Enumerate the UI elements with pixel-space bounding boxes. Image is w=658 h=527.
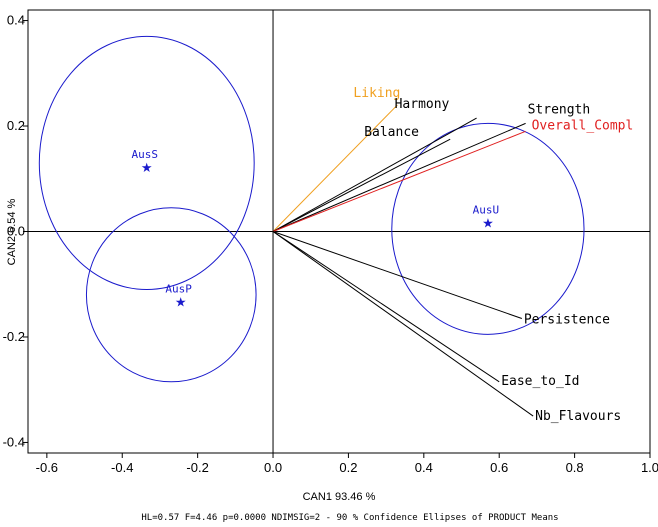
x-tick-label: -0.6	[36, 460, 58, 475]
x-tick-label: 0.4	[415, 460, 433, 475]
point-label-auss: AusS	[131, 148, 158, 161]
y-axis-ticks: -0.4 -0.2 0.0 0.2 0.4	[3, 13, 28, 449]
y-axis-label: CAN2 6.54 %	[6, 198, 18, 265]
product-points: ★AusS★AusP★AusU	[131, 148, 499, 310]
x-tick-label: 1.0	[641, 460, 658, 475]
y-tick-label: 0.2	[7, 118, 25, 133]
vector-label-balance: Balance	[364, 125, 419, 140]
vector-liking	[272, 104, 398, 232]
ellipse-ausp	[85, 207, 257, 383]
x-tick-label: -0.2	[186, 460, 208, 475]
x-tick-label: 0.2	[339, 460, 357, 475]
ellipse-auss	[38, 35, 255, 291]
vector-label-strength: Strength	[528, 102, 591, 117]
confidence-ellipses	[38, 35, 585, 383]
vector-label-harmony: Harmony	[395, 97, 450, 112]
point-label-ausp: AusP	[165, 283, 192, 296]
point-ausu-star-icon: ★	[482, 217, 494, 232]
vector-nb-flavours	[272, 231, 534, 417]
x-tick-label: 0.6	[490, 460, 508, 475]
vector-overall-compl	[272, 130, 526, 232]
y-tick-label: -0.2	[3, 329, 25, 344]
y-tick-label: 0.4	[7, 13, 25, 28]
vector-label-liking: Liking	[353, 86, 400, 101]
vector-persistence	[272, 231, 522, 319]
vector-label-nb-flavours: Nb_Flavours	[535, 409, 621, 424]
x-axis-label: CAN1 93.46 %	[303, 491, 376, 503]
vector-ease-to-id	[272, 231, 500, 383]
y-tick-label: -0.4	[3, 434, 25, 449]
y-tick-label: 0.0	[7, 224, 25, 239]
point-label-ausu: AusU	[473, 204, 500, 217]
ellipse-ausu	[391, 122, 585, 335]
vector-label-overall-compl: Overall_Compl	[532, 118, 634, 133]
vector-label-persistence: Persistence	[524, 313, 610, 328]
x-axis-ticks: -0.6 -0.4 -0.2 0.0 0.2 0.4 0.6 0.8 1.0	[36, 453, 658, 475]
x-tick-label: -0.4	[111, 460, 133, 475]
vector-harmony	[272, 117, 477, 232]
vector-label-ease-to-id: Ease_to_Id	[501, 374, 579, 389]
x-tick-label: 0.8	[566, 460, 584, 475]
point-ausp-star-icon: ★	[175, 296, 187, 311]
vector-strength	[272, 122, 526, 232]
point-auss-star-icon: ★	[141, 161, 153, 176]
vector-balance	[272, 138, 451, 232]
x-tick-label: 0.0	[264, 460, 282, 475]
footnote: HL=0.57 F=4.46 p=0.0000 NDIMSIG=2 - 90 %…	[141, 513, 558, 523]
